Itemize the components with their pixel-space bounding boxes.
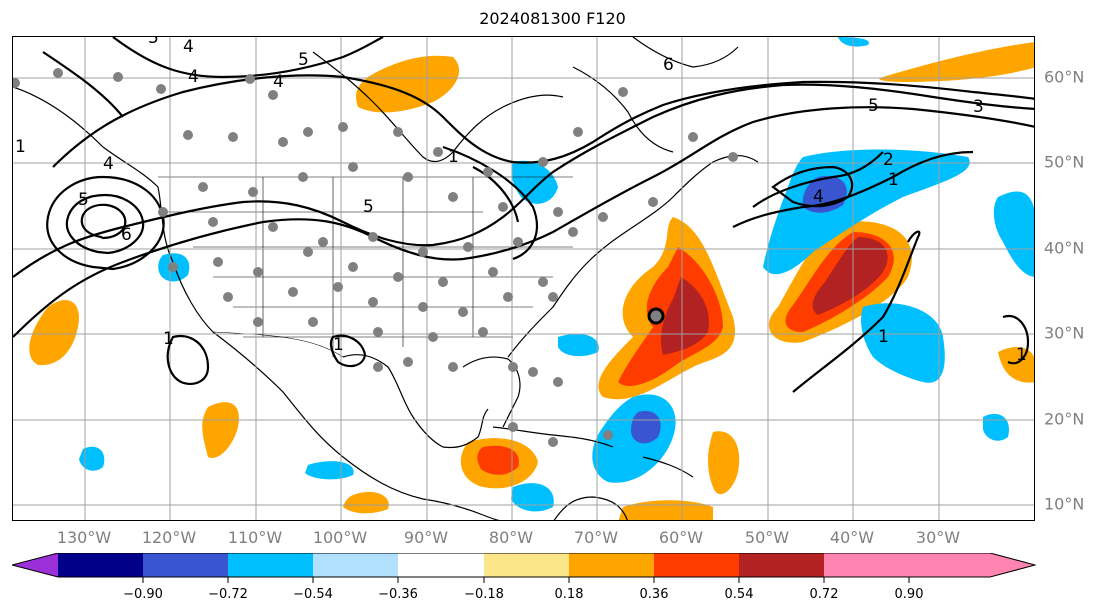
colorbar-tick-label: −0.72 <box>208 587 248 602</box>
colorbar-segment <box>654 553 739 577</box>
anomaly-blob-negative <box>861 303 945 383</box>
lat-label: 60°N <box>1044 67 1085 87</box>
lon-label: 130°W <box>56 528 112 547</box>
contour-label: 5 <box>868 96 879 116</box>
colorbar <box>12 553 1036 583</box>
contour-label: 5 <box>298 50 309 70</box>
colorbar-tick-label: 0.36 <box>639 587 669 602</box>
lat-label: 10°N <box>1044 494 1085 514</box>
colorbar-tick-label: 0.18 <box>554 587 584 602</box>
colorbar-under <box>12 553 58 577</box>
lon-label: 80°W <box>488 528 534 547</box>
contour-label: 1 <box>15 137 26 157</box>
lon-label: 90°W <box>403 528 449 547</box>
colorbar-segment <box>398 553 484 577</box>
colorbar-tick-label: −0.54 <box>293 587 333 602</box>
contour-label: 1 <box>1016 345 1027 365</box>
lat-label: 30°N <box>1044 323 1085 343</box>
contour-label: 4 <box>183 37 194 57</box>
anomaly-blob-positive-peak <box>812 237 888 315</box>
anomaly-blob-negative <box>983 413 1009 441</box>
colorbar-tick-label: 0.90 <box>894 587 924 602</box>
map-title: 2024081300 F120 <box>479 9 626 28</box>
anomaly-blob-positive <box>29 299 79 366</box>
contour-label: 1 <box>163 329 174 349</box>
anomaly-blob-negative-core <box>631 411 661 444</box>
colorbar-over-band <box>824 553 1035 577</box>
lon-label: 30°W <box>915 528 961 547</box>
contour-labels: 5 4 4 5 4 4 5 6 1 1 1 5 1 6 5 3 2 1 4 1 … <box>15 37 1027 365</box>
storm-center-marker <box>647 307 665 325</box>
colorbar-segment <box>569 553 654 577</box>
lat-label: 20°N <box>1044 409 1085 429</box>
anomaly-blob-positive <box>356 55 460 113</box>
contour-label: 1 <box>333 335 344 355</box>
station-markers <box>13 68 738 447</box>
contour-label: 4 <box>813 187 824 207</box>
contour-label: 2 <box>883 150 894 170</box>
map-canvas: 5 4 4 5 4 4 5 6 1 1 1 5 1 6 5 3 2 1 4 1 … <box>13 37 1034 520</box>
colorbar-tick-label: −0.18 <box>464 587 504 602</box>
contour-label: 1 <box>448 147 459 167</box>
anomaly-blob-positive <box>343 491 389 514</box>
anomaly-shading <box>29 37 1034 520</box>
colorbar-segment <box>313 553 398 577</box>
colorbar-segment <box>484 553 569 577</box>
contour-label: 6 <box>121 225 132 245</box>
anomaly-blob-negative <box>511 483 554 512</box>
anomaly-blob-positive <box>879 42 1034 82</box>
colorbar-segment <box>739 553 824 577</box>
anomaly-blob-negative <box>305 461 354 480</box>
anomaly-blob-positive <box>708 431 740 495</box>
colorbar-segment <box>228 553 313 577</box>
colorbar-tick-label: 0.54 <box>724 587 754 602</box>
contour-label: 5 <box>363 197 374 217</box>
lon-label: 70°W <box>573 528 619 547</box>
coastlines <box>13 37 759 520</box>
anomaly-blob-positive-core <box>477 445 519 475</box>
anomaly-blob-negative <box>558 333 599 357</box>
anomaly-blob-negative <box>79 446 105 471</box>
colorbar-segment <box>58 553 143 577</box>
anomaly-blob-negative <box>511 160 558 204</box>
lon-label: 100°W <box>312 528 368 547</box>
map-panel: 5 4 4 5 4 4 5 6 1 1 1 5 1 6 5 3 2 1 4 1 … <box>12 36 1035 521</box>
lon-label: 120°W <box>141 528 197 547</box>
contour-label: 4 <box>103 154 114 174</box>
contour-label: 4 <box>188 67 199 87</box>
lon-label: 50°W <box>744 528 790 547</box>
colorbar-tick-label: −0.36 <box>378 587 418 602</box>
anomaly-blob-positive-peak <box>661 277 709 355</box>
contour-label: 1 <box>878 327 889 347</box>
lat-label: 40°N <box>1044 238 1085 258</box>
contour-label: 5 <box>78 190 89 210</box>
contour-label: 1 <box>888 170 899 190</box>
colorbar-tick-label: −0.90 <box>123 587 163 602</box>
colorbar-segment <box>143 553 228 577</box>
lat-label: 50°N <box>1044 152 1085 172</box>
contour-label: 4 <box>273 72 284 92</box>
lon-label: 110°W <box>227 528 283 547</box>
colorbar-outline <box>12 553 1036 578</box>
colorbar-tick-label: 0.72 <box>809 587 839 602</box>
anomaly-blob-negative <box>993 191 1034 277</box>
lon-label: 40°W <box>829 528 875 547</box>
contour-label: 6 <box>663 55 674 75</box>
lon-label: 60°W <box>658 528 704 547</box>
contour-label: 5 <box>148 37 159 48</box>
contour-label: 3 <box>973 97 984 117</box>
anomaly-blob-positive <box>202 402 239 458</box>
anomaly-blob-positive <box>618 500 713 520</box>
